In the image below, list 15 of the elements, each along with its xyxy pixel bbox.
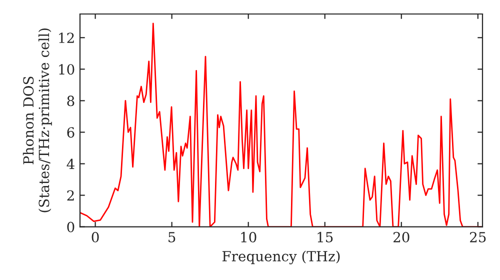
x-tick-label: 25 — [470, 232, 486, 242]
y-axis-title: Phonon DOS (States/THz·primitive cell) — [22, 28, 52, 212]
x-tick-label: 10 — [241, 232, 256, 242]
y-tick-label: 4 — [66, 158, 74, 170]
x-axis-title: Frequency (THz) — [222, 250, 340, 264]
x-tick-label: 5 — [168, 232, 176, 242]
x-tick-label: 20 — [393, 232, 410, 242]
y-tick-label: 0 — [67, 222, 74, 232]
x-tick-label: 15 — [318, 232, 333, 242]
y-tick-label: 2 — [67, 190, 74, 201]
y-tick-label: 6 — [67, 127, 74, 138]
y-tick-label: 8 — [67, 96, 74, 106]
y-tick-label: 12 — [59, 32, 74, 43]
x-tick-label: 0 — [92, 232, 99, 242]
y-tick-label: 10 — [59, 64, 74, 75]
